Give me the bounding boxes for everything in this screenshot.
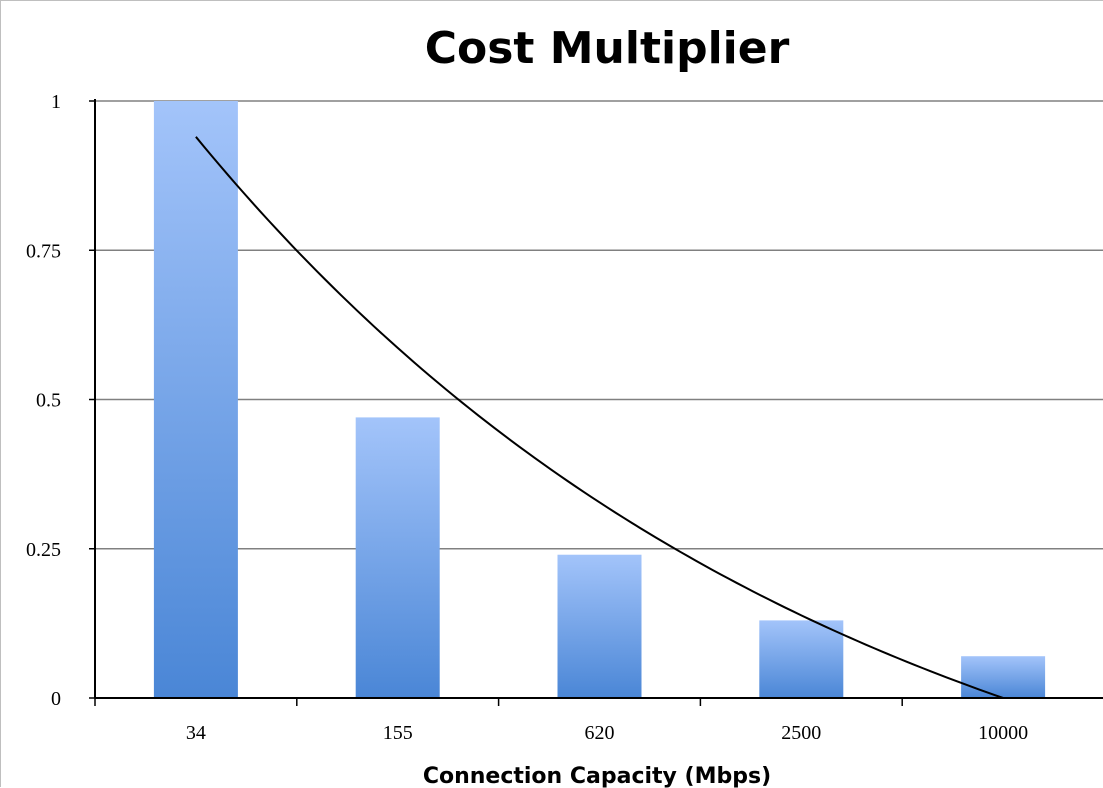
x-tick-label: 620 <box>585 722 615 744</box>
y-tick-label: 0.25 <box>26 539 61 561</box>
bar-2500 <box>759 620 844 698</box>
y-tick-labels: 0 0.25 0.5 0.75 1 <box>26 91 61 710</box>
chart-title: Cost Multiplier <box>425 23 790 74</box>
x-tick-labels: 34 155 620 2500 10000 <box>186 722 1028 744</box>
bar-620 <box>557 554 642 698</box>
x-axis-label: Connection Capacity (Mbps) <box>423 764 771 788</box>
x-tick-label: 34 <box>186 722 206 744</box>
y-tick-label: 1 <box>51 91 61 113</box>
y-tick-label: 0 <box>51 688 61 710</box>
y-tick-label: 0.5 <box>36 390 61 412</box>
bar-34 <box>153 101 238 698</box>
bar-155 <box>355 417 440 698</box>
bar-10000 <box>961 656 1046 698</box>
axes <box>89 99 1103 706</box>
x-tick-label: 10000 <box>978 722 1028 744</box>
x-tick-label: 155 <box>383 722 413 744</box>
bars <box>153 101 1046 698</box>
trendline-layer <box>195 136 1004 699</box>
trendline <box>195 136 1004 699</box>
x-tick-label: 2500 <box>781 722 821 744</box>
gridlines <box>95 100 1103 550</box>
y-tick-label: 0.75 <box>26 240 61 262</box>
